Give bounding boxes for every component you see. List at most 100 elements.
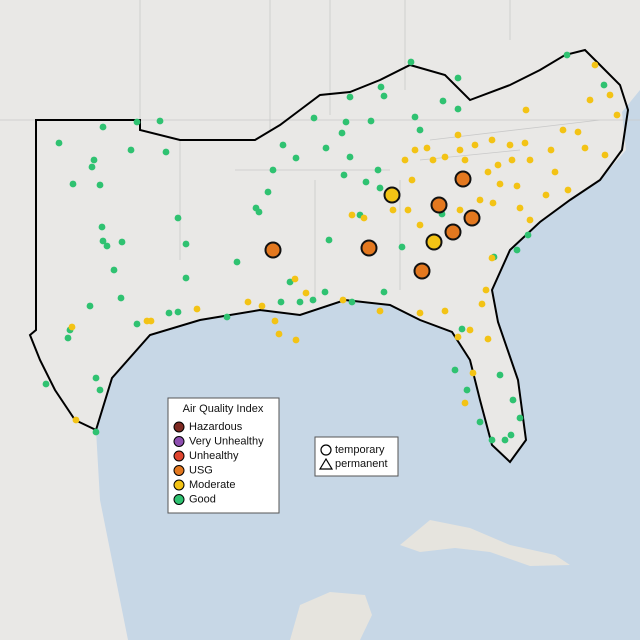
monitor-marker — [165, 309, 173, 317]
temporary-monitor-marker — [454, 170, 472, 188]
legend-swatch — [173, 465, 185, 476]
monitor-marker — [456, 206, 464, 214]
monitor-marker — [362, 178, 370, 186]
monitor-marker — [454, 131, 462, 139]
legend-label: Moderate — [189, 479, 235, 491]
monitor-marker — [264, 188, 272, 196]
shape-label: permanent — [335, 458, 388, 470]
triangle-icon — [318, 457, 334, 470]
monitor-marker — [513, 246, 521, 254]
monitor-marker — [398, 243, 406, 251]
monitor-marker — [441, 153, 449, 161]
monitor-marker — [461, 399, 469, 407]
monitor-marker — [147, 317, 155, 325]
monitor-marker — [407, 58, 415, 66]
monitor-marker — [484, 335, 492, 343]
monitor-marker — [482, 286, 490, 294]
monitor-marker — [423, 144, 431, 152]
monitor-marker — [292, 336, 300, 344]
monitor-marker — [559, 126, 567, 134]
monitor-marker — [494, 161, 502, 169]
legend-swatch — [173, 450, 185, 462]
monitor-marker — [348, 211, 356, 219]
monitor-marker — [296, 298, 304, 306]
monitor-marker — [516, 414, 524, 422]
monitor-marker — [291, 275, 299, 283]
monitor-marker — [96, 181, 104, 189]
legend-label: Very Unhealthy — [189, 435, 264, 447]
monitor-marker — [302, 289, 310, 297]
monitor-marker — [174, 308, 182, 316]
monitor-marker — [489, 199, 497, 207]
monitor-marker — [55, 139, 63, 147]
monitor-marker — [439, 97, 447, 105]
legend-title: Air Quality Index — [183, 403, 264, 415]
temporary-monitor-marker — [360, 239, 378, 257]
monitor-marker — [342, 118, 350, 126]
temporary-monitor-marker — [264, 241, 282, 259]
monitor-marker — [524, 231, 532, 239]
monitor-marker — [223, 313, 231, 321]
monitor-marker — [174, 214, 182, 222]
monitor-marker — [348, 298, 356, 306]
monitor-marker — [118, 238, 126, 246]
monitor-marker — [401, 156, 409, 164]
temporary-monitor-marker — [463, 209, 481, 227]
monitor-marker — [182, 240, 190, 248]
monitor-marker — [252, 204, 260, 212]
monitor-marker — [133, 118, 141, 126]
monitor-marker — [416, 309, 424, 317]
monitor-marker — [476, 196, 484, 204]
monitor-marker — [496, 180, 504, 188]
monitor-marker — [277, 298, 285, 306]
monitor-marker — [488, 254, 496, 262]
monitor-marker — [96, 386, 104, 394]
monitor-marker — [68, 323, 76, 331]
monitor-marker — [99, 123, 107, 131]
monitor-marker — [380, 92, 388, 100]
monitor-marker — [542, 191, 550, 199]
monitor-marker — [600, 81, 608, 89]
monitor-marker — [508, 156, 516, 164]
shape-label: temporary — [335, 444, 385, 456]
monitor-marker — [408, 176, 416, 184]
cuba — [400, 520, 570, 566]
monitor-marker — [563, 51, 571, 59]
state-lines — [0, 0, 640, 300]
monitor-marker — [64, 334, 72, 342]
monitor-marker — [127, 146, 135, 154]
monitor-marker — [90, 156, 98, 164]
monitor-marker — [193, 305, 201, 313]
monitor-marker — [454, 333, 462, 341]
monitor-marker — [488, 136, 496, 144]
monitor-marker — [484, 168, 492, 176]
monitor-marker — [88, 163, 96, 171]
monitor-marker — [441, 307, 449, 315]
monitor-marker — [591, 61, 599, 69]
monitor-marker — [310, 114, 318, 122]
shape-legend-box — [314, 436, 399, 477]
monitor-marker — [377, 83, 385, 91]
legend-label: Unhealthy — [189, 450, 239, 462]
monitor-marker — [86, 302, 94, 310]
monitor-marker — [346, 93, 354, 101]
monitor-marker — [162, 148, 170, 156]
circle-icon — [320, 444, 332, 456]
monitor-marker — [244, 298, 252, 306]
monitor-marker — [321, 288, 329, 296]
legend-items: Hazardous Very Unhealthy Unhealthy USG Moder… — [173, 421, 264, 505]
monitor-marker — [340, 171, 348, 179]
monitor-marker — [374, 166, 382, 174]
monitor-marker — [182, 274, 190, 282]
region-border — [28, 48, 630, 464]
monitor-marker — [103, 242, 111, 250]
monitor-marker — [469, 369, 477, 377]
monitor-marker — [476, 418, 484, 426]
monitor-marker — [478, 300, 486, 308]
legend-label: Good — [189, 493, 216, 505]
monitor-marker — [339, 296, 347, 304]
monitor-marker — [521, 139, 529, 147]
